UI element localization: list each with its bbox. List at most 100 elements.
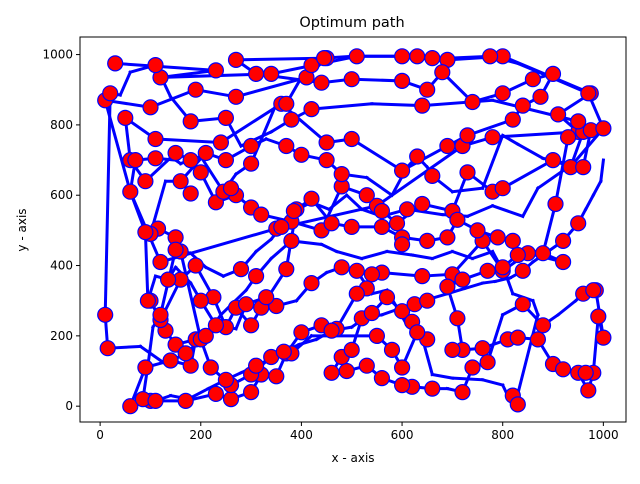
data-point [207,317,224,334]
data-point [97,306,114,323]
path-segment [480,377,505,387]
data-point [449,310,466,327]
data-point [278,261,295,278]
path-segment [450,376,485,382]
path-segment [500,133,520,147]
data-point [222,180,240,197]
y-tick-label: 800 [50,118,73,132]
data-point [595,329,612,346]
data-point [509,396,526,413]
data-point [343,130,360,148]
path-segment [530,298,540,317]
data-point [419,232,436,249]
data-point [275,343,292,360]
data-point [278,137,295,155]
path-segment [319,242,339,254]
data-point [316,49,333,67]
data-point [348,48,365,65]
data-point [323,322,340,339]
data-point [464,359,481,376]
data-point [283,111,300,128]
path-segment [118,70,133,97]
data-point [383,341,401,358]
data-point [147,130,164,148]
data-point [454,384,471,401]
data-point [595,120,612,137]
x-tick-label: 200 [189,428,212,442]
data-point [243,137,260,155]
data-point [394,359,411,376]
data-point [394,162,411,179]
x-axis-ticks: 0 200 400 600 800 1000 [96,422,619,442]
x-tick-label: 0 [96,428,104,442]
path-segment [178,249,203,342]
data-point [348,262,365,279]
data-point [182,113,199,130]
x-tick-label: 800 [491,428,514,442]
data-point [333,259,350,276]
data-point [303,100,320,118]
data-point [454,271,471,288]
path-segment [430,249,455,261]
path-segment [297,337,319,347]
path-segment [113,61,218,73]
data-point [333,166,350,183]
data-point [243,155,260,172]
data-point [160,271,177,288]
data-point [197,144,214,162]
data-point [534,245,552,262]
data-point [248,357,265,374]
path-segment [555,298,578,317]
y-tick-label: 200 [50,329,73,343]
data-point [547,195,564,213]
path-segment [385,249,414,257]
data-point [142,99,159,116]
data-point [318,134,335,151]
data-point [248,268,265,285]
data-point [434,64,451,81]
data-point [207,385,224,402]
data-point [222,391,240,408]
data-point [253,206,270,223]
data-point [414,97,431,114]
data-point [514,97,531,114]
data-point [554,361,572,378]
path-segment [138,344,168,367]
data-point [217,109,234,127]
data-point [409,48,426,65]
data-point [263,65,280,83]
path-segment [450,249,475,261]
data-point [373,370,390,387]
path-segment [103,91,112,317]
path-segment [143,230,150,303]
data-point [509,329,526,346]
data-point [227,88,245,105]
data-point [373,218,390,235]
data-point [358,357,375,374]
point-markers [97,48,612,415]
data-point [394,303,411,320]
path-segment [253,237,274,254]
data-point [482,48,499,65]
data-point [570,215,587,232]
y-tick-label: 1000 [42,48,73,62]
data-point [313,74,330,91]
data-point [227,51,245,69]
data-point [414,195,431,213]
data-point [177,392,194,409]
data-point [285,202,302,220]
data-point [449,211,466,228]
path-segment [146,325,155,368]
data-point [388,215,406,232]
data-point [212,134,229,151]
data-point [494,180,511,197]
data-point [504,111,521,128]
data-point [303,56,320,74]
path-segment [203,265,226,279]
path-segment [410,253,435,261]
data-point [202,359,219,376]
data-point [207,62,224,79]
data-point [439,229,456,246]
